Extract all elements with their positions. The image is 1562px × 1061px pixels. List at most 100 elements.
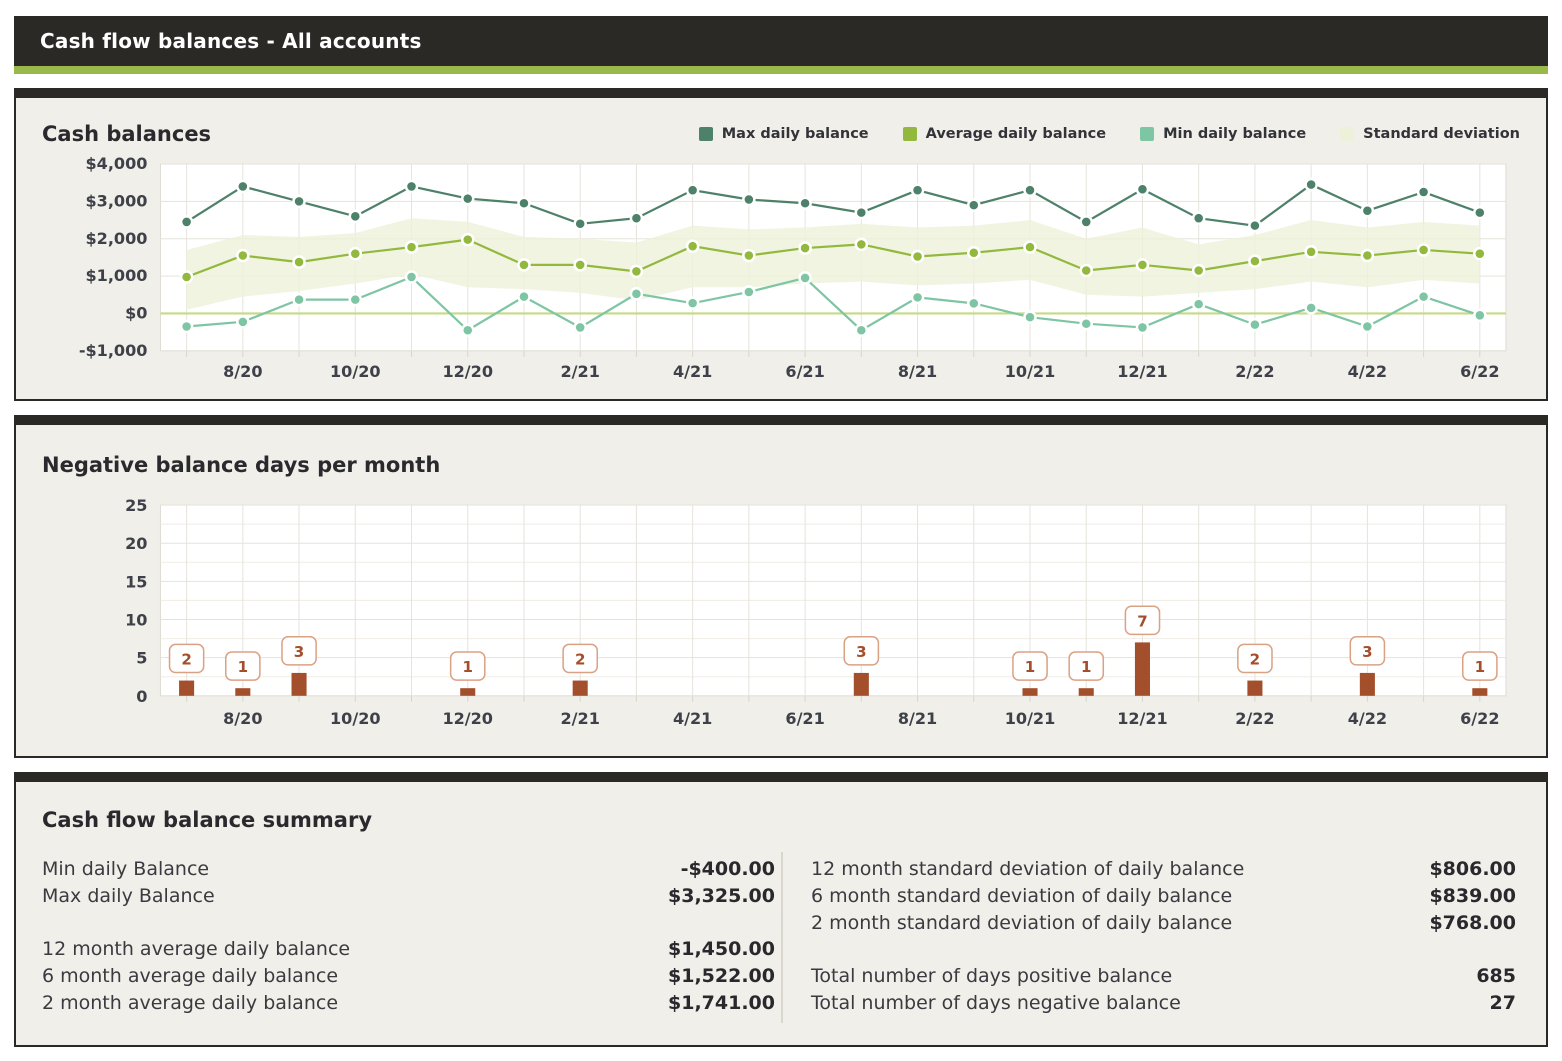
data-point (404, 179, 419, 194)
x-axis-tick-label: 4/21 (673, 709, 712, 728)
min-daily-balance-swatch-icon (1140, 127, 1155, 141)
summary-row: 12 month average daily balance $1,450.00 (42, 936, 775, 963)
x-axis-tick-label: 6/21 (785, 362, 824, 381)
bar-value-label-box (281, 635, 317, 666)
data-point (179, 215, 194, 229)
data-point (1304, 301, 1318, 315)
data-point (742, 192, 756, 207)
bar-value-label: 2 (1250, 650, 1260, 668)
data-point (1360, 203, 1375, 218)
summary-value: $3,325.00 (668, 884, 775, 907)
summary-row: Total number of days positive balance 685 (811, 963, 1516, 990)
summary-left-column: Min daily Balance -$400.00 Max daily Balan… (40, 852, 781, 1023)
negative-days-bar (1022, 688, 1038, 696)
x-axis-tick-label: 12/20 (442, 709, 493, 728)
y-axis-tick-label: $1,000 (86, 266, 148, 285)
data-point (910, 183, 925, 197)
negative-days-bar (1359, 672, 1375, 696)
data-point (292, 255, 306, 269)
data-point (629, 264, 644, 279)
data-point (1135, 320, 1150, 335)
data-point (404, 270, 419, 284)
summary-title: Cash flow balance summary (42, 807, 373, 832)
data-point (460, 232, 475, 247)
data-point (460, 191, 475, 206)
summary-label: 2 month standard deviation of daily bala… (811, 911, 1233, 934)
summary-value: $768.00 (1429, 911, 1516, 934)
x-axis-tick-label: 2/21 (561, 709, 600, 728)
data-point (1191, 211, 1206, 225)
x-axis-tick-label: 10/20 (330, 709, 381, 728)
negative-days-bar (1078, 688, 1094, 696)
y-axis-tick-label: $2,000 (86, 229, 148, 248)
negative-days-bar (572, 680, 588, 696)
data-point (854, 323, 869, 338)
bar-value-label-box (562, 643, 599, 674)
summary-value: $1,450.00 (668, 937, 775, 960)
summary-label: Total number of days negative balance (811, 991, 1181, 1014)
x-axis-tick-label: 8/20 (223, 362, 262, 381)
data-point (1360, 248, 1375, 263)
y-axis-tick-label: 15 (125, 572, 147, 591)
summary-value: -$400.00 (680, 857, 775, 880)
data-point (1191, 263, 1206, 278)
line-series-0 (186, 183, 1481, 227)
data-point (1416, 289, 1431, 304)
negative-days-bar (235, 688, 251, 696)
data-point (742, 248, 756, 263)
bar-value-label: 3 (856, 643, 866, 661)
data-point (179, 270, 194, 284)
max-daily-balance-swatch-icon (698, 127, 713, 141)
x-axis-tick-label: 8/21 (898, 709, 937, 728)
summary-label: 12 month standard deviation of daily bal… (811, 857, 1245, 880)
data-point (1304, 245, 1318, 259)
y-axis-tick-label: 10 (125, 610, 147, 629)
summary-row: 6 month average daily balance $1,522.00 (42, 963, 775, 990)
data-point (798, 271, 812, 285)
bar-value-label-box (1012, 651, 1048, 681)
negative-days-bar (1134, 642, 1150, 696)
data-point (292, 292, 306, 307)
legend-item-max: Max daily balance (698, 126, 869, 142)
bar-value-label: 2 (575, 650, 585, 668)
data-point (910, 290, 925, 305)
y-axis-tick-label: 25 (125, 496, 147, 515)
summary-row: Max daily Balance $3,325.00 (42, 883, 775, 910)
data-point (1248, 218, 1262, 233)
negative-days-title: Negative balance days per month (42, 452, 441, 477)
data-point (1191, 297, 1206, 311)
bar-value-label-box (168, 643, 205, 674)
cash-balances-legend: Max daily balance Average daily balance … (698, 126, 1520, 142)
data-point (517, 289, 531, 304)
data-point (798, 241, 812, 255)
summary-row: 12 month standard deviation of daily bal… (811, 856, 1516, 883)
x-axis-tick-label: 12/21 (1117, 362, 1168, 381)
data-point (1079, 316, 1094, 331)
data-point (1023, 310, 1037, 324)
data-point (1416, 243, 1431, 257)
report-header: Cash flow balances - All accounts (14, 16, 1548, 66)
bar-value-label: 2 (181, 650, 191, 668)
summary-value: $839.00 (1429, 884, 1516, 907)
legend-item-min: Min daily balance (1140, 126, 1306, 142)
data-point (1473, 205, 1487, 220)
x-axis-tick-label: 8/20 (223, 709, 262, 728)
line-series-2 (186, 275, 1481, 332)
data-point (629, 211, 644, 225)
data-point (1473, 308, 1487, 323)
bar-value-label-box (224, 651, 261, 681)
negative-days-bar (179, 680, 195, 696)
accent-bar (14, 66, 1548, 74)
negative-days-bar (1472, 688, 1488, 696)
bar-value-label: 7 (1137, 612, 1147, 630)
x-axis-tick-label: 12/20 (442, 362, 493, 381)
bar-value-label: 1 (1025, 658, 1035, 676)
data-point (1473, 246, 1487, 261)
summary-label: 6 month standard deviation of daily bala… (811, 884, 1233, 907)
data-point (1248, 254, 1262, 268)
cash-balances-panel: Cash balances Max daily balance Average … (14, 88, 1548, 401)
summary-panel: Cash flow balance summary Min daily Bala… (14, 771, 1548, 1047)
bar-value-label: 1 (1081, 658, 1091, 676)
x-axis-tick-label: 4/22 (1348, 709, 1387, 728)
